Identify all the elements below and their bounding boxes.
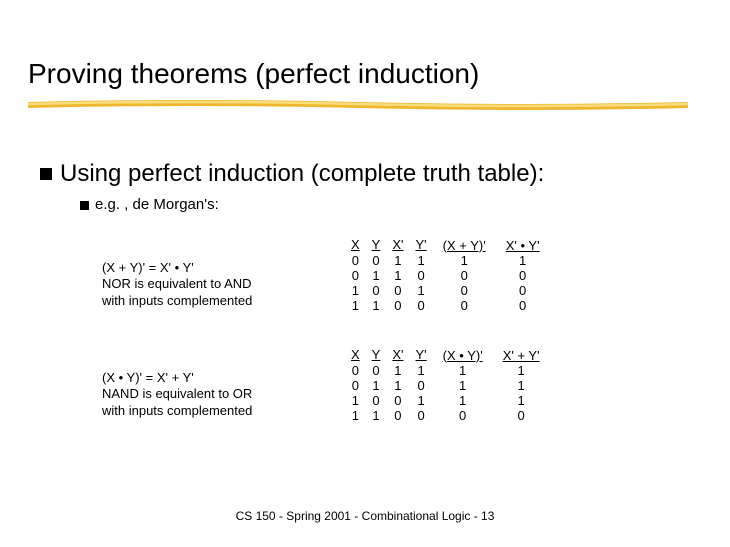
td: 0 [386,299,409,314]
table-row: 0 0 1 1 1 1 [345,364,550,379]
td: 0 [366,284,387,299]
td: 0 [366,394,387,409]
theorem-1: (X + Y)' = X' • Y' NOR is equivalent to … [102,260,252,309]
th: Y' [410,348,433,364]
td: 0 [410,299,433,314]
td: 0 [410,409,433,424]
td: 1 [493,394,550,409]
td: 1 [433,254,496,269]
td: 0 [433,269,496,284]
td: 1 [345,299,366,314]
theorem-2-line2: with inputs complemented [102,403,252,419]
title-underline [28,100,688,110]
td: 1 [433,364,493,379]
td: 0 [345,269,366,284]
td: 1 [345,409,366,424]
td: 1 [386,269,409,284]
td: 1 [366,299,387,314]
td: 1 [433,394,493,409]
td: 1 [366,409,387,424]
theorem-2-line1: NAND is equivalent to OR [102,386,252,402]
td: 1 [366,379,387,394]
theorem-1-line1: NOR is equivalent to AND [102,276,252,292]
td: 1 [386,379,409,394]
th: X' + Y' [493,348,550,364]
th: X [345,238,366,254]
theorem-2: (X • Y)' = X' + Y' NAND is equivalent to… [102,370,252,419]
td: 0 [433,299,496,314]
th: (X + Y)' [433,238,496,254]
bullet-sub: e.g. , de Morgan's: [80,196,219,213]
theorem-1-equation: (X + Y)' = X' • Y' [102,260,252,276]
th: X [345,348,366,364]
theorem-1-line2: with inputs complemented [102,293,252,309]
th: Y [366,348,387,364]
td: 0 [410,379,433,394]
td: 0 [386,284,409,299]
th: (X • Y)' [433,348,493,364]
td: 0 [345,254,366,269]
td: 1 [410,394,433,409]
td: 1 [345,284,366,299]
td: 1 [410,364,433,379]
table-row: 1 0 0 1 1 1 [345,394,550,409]
td: 0 [493,409,550,424]
td: 0 [386,394,409,409]
td: 1 [366,269,387,284]
table-row: 1 1 0 0 0 0 [345,409,550,424]
table-row: 1 1 0 0 0 0 [345,299,550,314]
table-row: 0 1 1 0 1 1 [345,379,550,394]
td: 0 [433,284,496,299]
truth-table-1: X Y X' Y' (X + Y)' X' • Y' 0 0 1 1 1 1 0… [345,238,550,314]
slide-title: Proving theorems (perfect induction) [28,58,479,90]
truth-table-2: X Y X' Y' (X • Y)' X' + Y' 0 0 1 1 1 1 0… [345,348,550,424]
td: 0 [496,284,550,299]
bullet-main: Using perfect induction (complete truth … [40,160,544,188]
td: 1 [386,254,409,269]
td: 0 [496,299,550,314]
td: 0 [345,379,366,394]
td: 0 [366,364,387,379]
td: 1 [345,394,366,409]
table-row: 1 0 0 1 0 0 [345,284,550,299]
th: X' • Y' [496,238,550,254]
slide-footer: CS 150 - Spring 2001 - Combinational Log… [0,509,730,523]
table-row: 0 0 1 1 1 1 [345,254,550,269]
square-bullet-icon [80,201,89,210]
td: 0 [410,269,433,284]
td: 0 [386,409,409,424]
td: 1 [410,284,433,299]
th: Y' [410,238,433,254]
th: X' [386,348,409,364]
td: 1 [493,364,550,379]
td: 1 [433,379,493,394]
td: 1 [496,254,550,269]
th: Y [366,238,387,254]
td: 0 [366,254,387,269]
table-row: 0 1 1 0 0 0 [345,269,550,284]
th: X' [386,238,409,254]
bullet-main-text: Using perfect induction (complete truth … [60,160,544,188]
td: 0 [345,364,366,379]
square-bullet-icon [40,168,52,180]
theorem-2-equation: (X • Y)' = X' + Y' [102,370,252,386]
td: 0 [433,409,493,424]
bullet-sub-text: e.g. , de Morgan's: [95,196,219,213]
td: 1 [493,379,550,394]
td: 1 [410,254,433,269]
td: 0 [496,269,550,284]
td: 1 [386,364,409,379]
